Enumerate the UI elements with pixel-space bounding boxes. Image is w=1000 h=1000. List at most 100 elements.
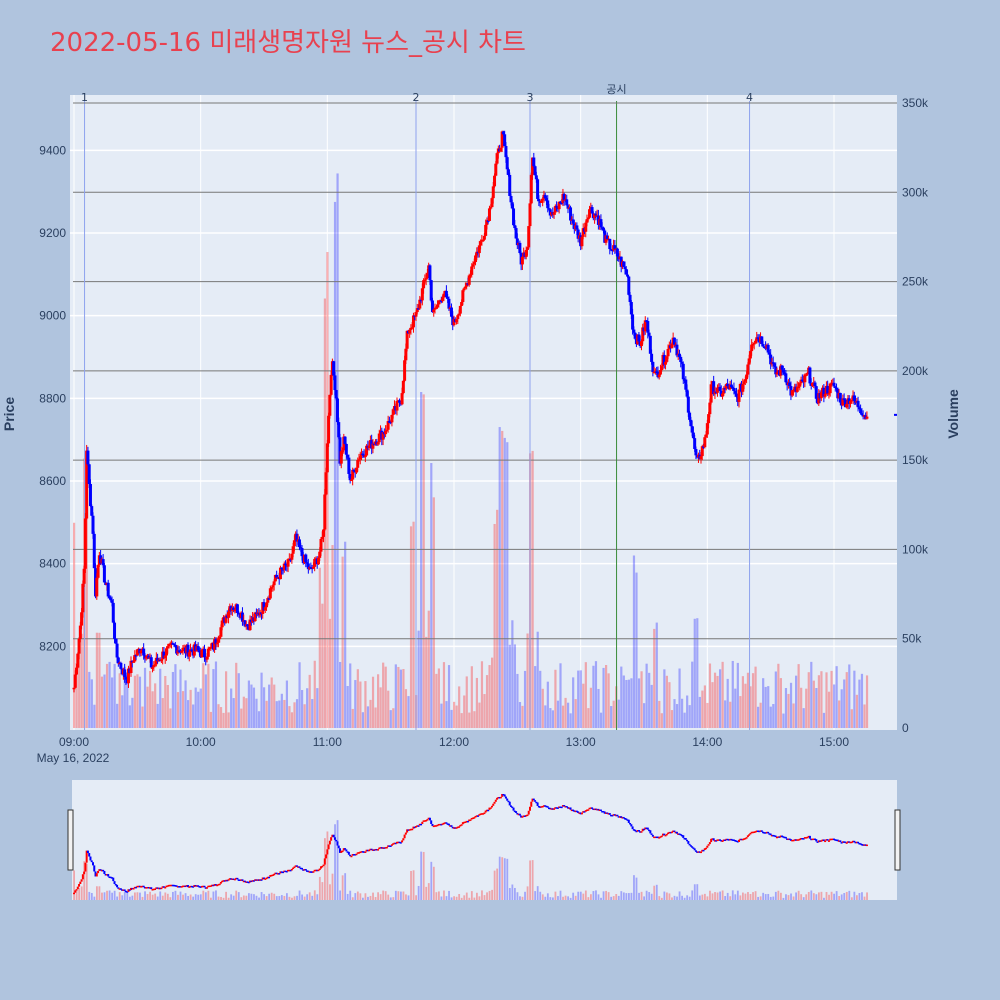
range-slider-candle xyxy=(288,869,291,872)
range-slider-candle xyxy=(743,838,746,840)
range-slider-candle xyxy=(850,841,853,844)
volume-bar xyxy=(534,666,537,728)
range-slider-candle xyxy=(502,793,505,796)
range-slider-candle xyxy=(446,823,449,825)
range-slider-candle xyxy=(725,838,728,841)
range-slider-candle xyxy=(470,817,473,820)
range-slider-volume-bar xyxy=(445,896,448,900)
range-slider-volume-bar xyxy=(709,890,711,900)
range-slider-candle xyxy=(682,835,685,838)
volume-bar xyxy=(597,688,600,728)
range-slider-candle xyxy=(146,886,149,889)
volume-bar xyxy=(159,668,162,728)
volume-bar xyxy=(384,666,387,728)
range-slider-volume-bar xyxy=(625,893,628,900)
range-slider-candle xyxy=(703,848,706,850)
volume-bar xyxy=(703,685,706,728)
range-slider-candle xyxy=(440,823,443,826)
volume-bar xyxy=(169,708,172,728)
range-slider-candle xyxy=(252,880,255,882)
volume-bar xyxy=(455,705,458,728)
candle-body xyxy=(322,529,326,537)
candle-body xyxy=(398,400,402,403)
candle-body xyxy=(536,179,540,199)
candle-body xyxy=(417,308,421,310)
volume-bar xyxy=(653,628,656,728)
candle-body xyxy=(129,660,133,673)
range-slider-left-handle[interactable] xyxy=(67,809,74,871)
candle-body xyxy=(715,387,719,393)
candle-body xyxy=(418,299,422,309)
candle-body xyxy=(324,472,328,495)
range-slider-candle xyxy=(636,830,639,832)
price-axis-title: Price xyxy=(1,397,17,431)
range-slider-candle xyxy=(339,848,341,853)
range-slider-candle xyxy=(364,851,367,853)
range-slider-volume-bar xyxy=(848,890,851,900)
volume-bar xyxy=(622,675,625,728)
range-slider-candle xyxy=(377,849,379,851)
candle-body xyxy=(494,163,498,176)
range-slider-candle xyxy=(829,838,832,841)
range-slider-volume-bar xyxy=(564,895,567,900)
range-slider-candle xyxy=(677,833,680,835)
volume-bar xyxy=(784,688,788,728)
candle-body xyxy=(291,546,295,554)
volume-bar xyxy=(333,201,337,729)
candle-body xyxy=(520,256,524,265)
range-slider-candle xyxy=(274,872,277,875)
candle-body xyxy=(381,432,385,440)
candle-body xyxy=(648,335,652,354)
candle-body xyxy=(410,327,414,329)
volume-bar xyxy=(179,669,182,728)
candle-body xyxy=(808,367,812,384)
range-slider-candle xyxy=(423,820,426,822)
range-slider-candle xyxy=(368,849,371,852)
range-slider-volume-bar xyxy=(280,895,283,900)
candle-body xyxy=(833,386,837,388)
candle-body xyxy=(313,558,317,567)
volume-tick-label: 100k xyxy=(902,542,929,556)
volume-bar xyxy=(848,664,851,728)
range-slider-candle xyxy=(720,840,723,842)
range-slider-candle xyxy=(515,811,518,813)
volume-bar xyxy=(263,687,266,728)
candle-body xyxy=(658,370,662,375)
range-slider-candle xyxy=(653,836,656,839)
candle-body xyxy=(761,344,765,347)
range-slider-candle xyxy=(460,824,463,826)
range-slider-candle xyxy=(517,813,520,816)
candle-body xyxy=(684,379,688,390)
volume-tick-label: 200k xyxy=(902,364,929,378)
candle-body xyxy=(92,533,96,569)
volume-bar xyxy=(845,672,848,728)
volume-bar xyxy=(779,678,782,728)
range-slider-candle xyxy=(241,879,244,881)
range-slider-candle xyxy=(184,885,187,888)
candle-body xyxy=(503,134,507,147)
candle-body xyxy=(151,667,155,669)
range-slider-candle xyxy=(627,819,630,823)
candle-body xyxy=(534,175,538,180)
range-slider-candle xyxy=(694,850,697,852)
range-slider-volume-bar xyxy=(349,890,352,900)
range-slider-volume-bar xyxy=(777,890,780,900)
range-slider-volume-bar xyxy=(161,895,164,900)
range-slider-volume-bar xyxy=(331,873,334,900)
volume-bar xyxy=(156,703,159,728)
volume-bar xyxy=(726,678,729,728)
range-slider-volume-bar xyxy=(812,893,815,900)
candle-body xyxy=(147,655,151,659)
range-slider-volume-bar xyxy=(486,892,488,900)
range-slider-right-handle[interactable] xyxy=(894,809,901,871)
range-slider-candle xyxy=(418,823,421,826)
volume-bar xyxy=(698,696,701,728)
range-slider-candle xyxy=(233,878,236,881)
range-slider-candle xyxy=(420,823,423,826)
range-slider-candle xyxy=(625,818,628,820)
candle-body xyxy=(646,321,650,333)
range-slider[interactable] xyxy=(72,780,897,900)
range-slider-volume-bar xyxy=(253,894,255,900)
range-slider-volume-bar xyxy=(491,889,493,900)
